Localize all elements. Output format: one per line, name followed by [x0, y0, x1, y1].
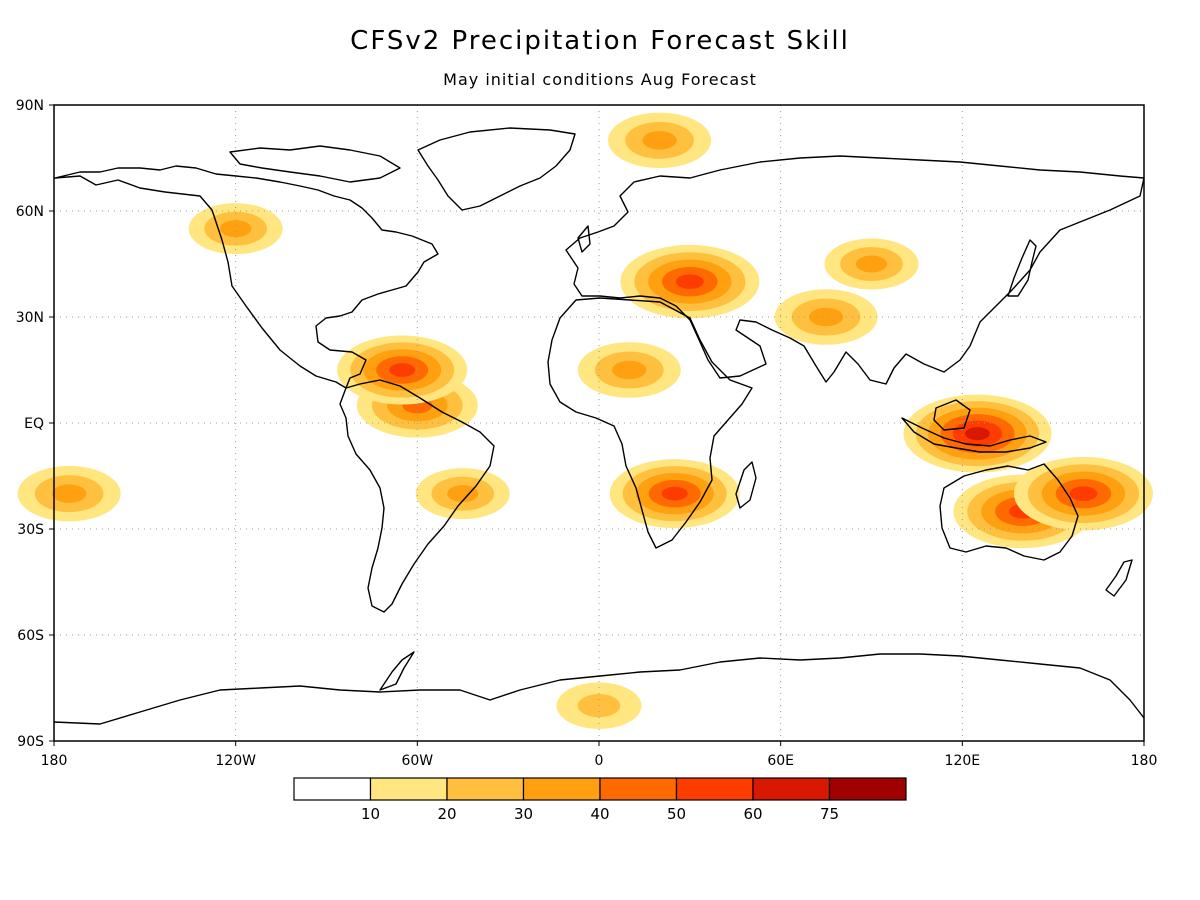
coastline-indonesia	[901, 417, 1047, 453]
colorbar-label: 75	[820, 805, 839, 823]
colorbar-label: 20	[437, 805, 456, 823]
colorbar-label: 40	[590, 805, 609, 823]
coastline-antarctic-peninsula	[379, 651, 415, 691]
skill-region-11	[855, 255, 888, 273]
coastline-antarctica	[53, 653, 1145, 725]
x-tick-label: 120W	[215, 753, 256, 769]
skill-region-5	[661, 486, 688, 501]
y-tick-label: 60N	[16, 204, 44, 220]
y-tick-label: 90S	[17, 734, 44, 750]
x-tick-label: 180	[41, 753, 68, 769]
skill-region-0	[965, 427, 990, 441]
coastline-arctic-islands	[229, 145, 401, 183]
skill-field	[17, 112, 1153, 729]
colorbar-bin	[752, 777, 831, 801]
y-tick-label: 60S	[17, 628, 44, 644]
skill-region-13	[642, 131, 677, 150]
coastline-japan	[1007, 239, 1037, 297]
chart-title: CFSv2 Precipitation Forecast Skill	[350, 26, 850, 56]
colorbar: 10 20 30 40 50 60 75	[293, 777, 907, 823]
skill-region-2	[1069, 486, 1098, 502]
skill-region-8	[220, 220, 252, 238]
skill-region-9	[447, 485, 479, 503]
x-tick-label: 120E	[945, 753, 981, 769]
coastlines	[53, 127, 1145, 725]
colorbar-bin	[369, 777, 448, 801]
skill-region-4	[389, 363, 416, 377]
coastline-madagascar	[735, 461, 757, 509]
coastline-south-america	[339, 379, 495, 613]
skill-region-14	[51, 484, 87, 503]
colorbar-label: 30	[514, 805, 533, 823]
colorbar-bin	[675, 777, 754, 801]
x-tick-label: 0	[595, 753, 604, 769]
axis-ticks: 180 120W 60W 0 60E 120E 180 90N 60N 30N EQ 30S 60S 90…	[16, 98, 1158, 769]
colorbar-bin	[293, 777, 372, 801]
chart-subtitle: May initial conditions Aug Forecast	[443, 70, 757, 89]
colorbar-label: 50	[667, 805, 686, 823]
colorbar-label: 60	[743, 805, 762, 823]
x-tick-label: 60E	[767, 753, 794, 769]
coastline-new-zealand	[1105, 559, 1133, 597]
x-tick-label: 180	[1131, 753, 1158, 769]
skill-region-6	[675, 274, 704, 290]
skill-region-7	[612, 360, 647, 380]
coastline-greenland	[417, 127, 576, 211]
coastline-eurasia	[565, 155, 1145, 385]
y-tick-label: 30S	[17, 522, 44, 538]
lat-lon-grid	[54, 105, 1144, 741]
colorbar-bin	[522, 777, 601, 801]
x-tick-label: 60W	[401, 753, 433, 769]
colorbar-bin	[446, 777, 525, 801]
coastline-british-isles	[577, 225, 591, 253]
y-tick-label: 90N	[16, 98, 44, 114]
colorbar-bin	[828, 777, 907, 801]
coastline-north-america	[54, 165, 439, 389]
y-tick-label: 30N	[16, 310, 44, 326]
colorbar-bin	[599, 777, 678, 801]
colorbar-label: 10	[361, 805, 380, 823]
y-tick-label: EQ	[24, 416, 44, 432]
coastline-borneo	[933, 399, 971, 431]
skill-region-12	[808, 307, 844, 327]
coastline-australia	[939, 463, 1079, 561]
coastline-africa	[547, 297, 753, 549]
